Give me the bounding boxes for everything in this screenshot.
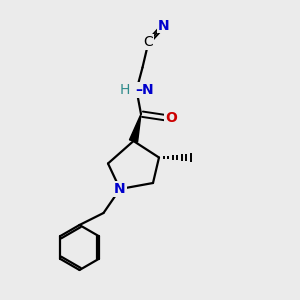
- Text: N: N: [114, 182, 126, 196]
- Text: O: O: [165, 112, 177, 125]
- Polygon shape: [130, 114, 141, 142]
- Text: N: N: [158, 19, 169, 32]
- Text: H: H: [119, 83, 130, 97]
- Text: C: C: [144, 35, 153, 49]
- Text: –N: –N: [135, 83, 154, 97]
